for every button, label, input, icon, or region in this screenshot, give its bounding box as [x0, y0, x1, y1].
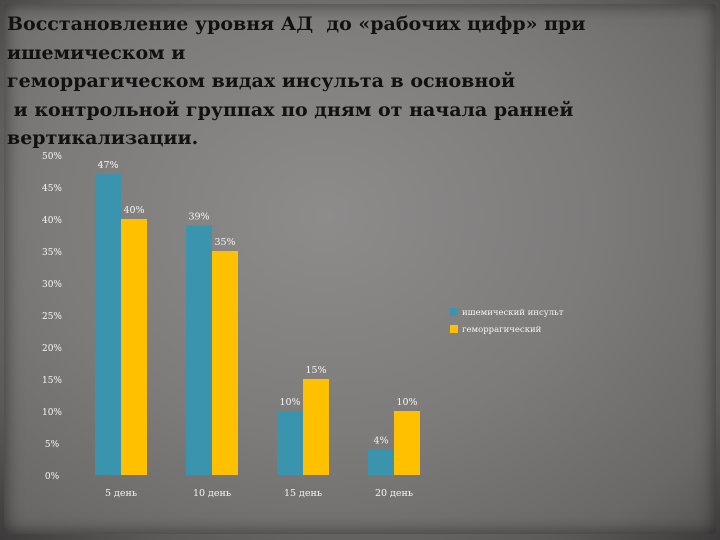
- data-label: 35%: [214, 237, 235, 248]
- y-tick-label: 20%: [42, 344, 62, 354]
- x-tick-label: 10 день: [193, 488, 231, 499]
- y-tick-label: 5%: [45, 440, 60, 450]
- bar: [212, 251, 238, 475]
- title-line: геморрагическом видах инсульта в основно…: [7, 70, 516, 92]
- bar: [303, 379, 329, 475]
- title-line: Восстановление уровня АД до «рабочих циф…: [7, 13, 586, 35]
- title-line: ишемическом и: [7, 41, 186, 64]
- y-axis: 0% 5% 10% 15% 20% 25% 30% 35% 40% 45% 50%: [42, 152, 62, 482]
- x-tick-label: 15 день: [284, 488, 322, 499]
- title-line: и контрольной группах по дням от начала …: [7, 98, 574, 121]
- legend: ишемический инсульт геморрагический: [450, 308, 564, 335]
- data-label: 15%: [305, 365, 326, 376]
- data-labels: 47% 40% 39% 35% 10% 15% 4% 10%: [97, 160, 417, 446]
- y-tick-label: 0%: [45, 472, 60, 482]
- legend-label: геморрагический: [462, 325, 542, 335]
- y-tick-label: 40%: [42, 216, 62, 226]
- data-label: 10%: [396, 397, 417, 408]
- bar: [368, 449, 394, 475]
- data-label: 47%: [97, 160, 118, 171]
- title-line: вертикализации.: [7, 127, 199, 149]
- y-tick-label: 45%: [42, 184, 62, 194]
- bar: [394, 411, 420, 475]
- x-tick-label: 5 день: [105, 488, 137, 499]
- y-tick-label: 10%: [42, 408, 62, 418]
- legend-swatch: [450, 325, 458, 333]
- y-tick-label: 50%: [42, 152, 62, 162]
- y-tick-label: 25%: [42, 312, 62, 322]
- slide-title: Восстановление уровня АД до «рабочих циф…: [7, 10, 607, 153]
- data-label: 39%: [188, 211, 209, 222]
- data-label: 10%: [279, 397, 300, 408]
- data-label: 4%: [373, 435, 388, 446]
- y-tick-label: 35%: [42, 248, 62, 258]
- x-tick-label: 20 день: [375, 488, 413, 499]
- data-label: 40%: [123, 205, 144, 216]
- bar: [95, 174, 121, 475]
- legend-swatch: [450, 308, 458, 316]
- bar: [121, 219, 147, 475]
- legend-label: ишемический инсульт: [462, 308, 564, 318]
- bar: [186, 225, 212, 475]
- y-tick-label: 15%: [42, 376, 62, 386]
- bar: [277, 411, 303, 475]
- x-axis: 5 день 10 день 15 день 20 день: [105, 488, 413, 499]
- bars: [95, 174, 420, 475]
- y-tick-label: 30%: [42, 280, 62, 290]
